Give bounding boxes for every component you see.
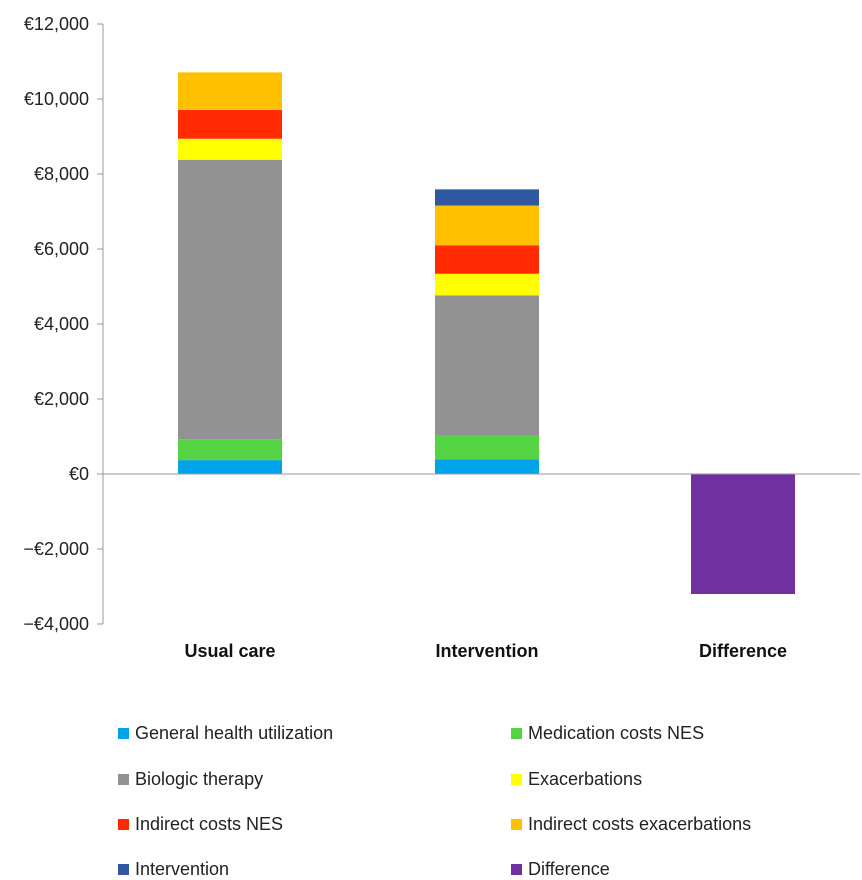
- y-tick-label: €4,000: [34, 314, 89, 334]
- y-tick-label: €6,000: [34, 239, 89, 259]
- bar-segment-general-health-utilization-intervention: [435, 459, 539, 474]
- y-tick-label: €10,000: [24, 89, 89, 109]
- y-tick-label: −€4,000: [23, 614, 89, 634]
- bar-segment-difference-difference: [691, 474, 795, 594]
- y-tick-label: €12,000: [24, 14, 89, 34]
- y-tick-label: €8,000: [34, 164, 89, 184]
- bar-segment-biologic-therapy-usual-care: [178, 159, 282, 440]
- y-tick-label: €2,000: [34, 389, 89, 409]
- y-axis-ticks: €12,000 €10,000 €8,000 €6,000 €4,000 €2,000 €0…: [23, 14, 103, 634]
- bar-segment-general-health-utilization-usual-care: [178, 460, 282, 474]
- x-category-label: Usual care: [184, 641, 275, 661]
- bars: [178, 72, 795, 594]
- bar-segment-medication-costs-nes-intervention: [435, 435, 539, 460]
- bar-segment-biologic-therapy-intervention: [435, 295, 539, 435]
- bar-segment-exacerbations-intervention: [435, 273, 539, 296]
- bar-segment-indirect-costs-nes-intervention: [435, 245, 539, 274]
- bar-segment-intervention-intervention: [435, 189, 539, 206]
- bar-segment-indirect-costs-exacerbations-intervention: [435, 205, 539, 246]
- bar-segment-exacerbations-usual-care: [178, 138, 282, 160]
- bar-segment-indirect-costs-nes-usual-care: [178, 109, 282, 139]
- bar-segment-medication-costs-nes-usual-care: [178, 439, 282, 461]
- x-axis-labels: Usual care Intervention Difference: [184, 641, 787, 661]
- bar-segment-indirect-costs-exacerbations-usual-care: [178, 72, 282, 110]
- x-category-label: Intervention: [435, 641, 538, 661]
- y-tick-label: €0: [69, 464, 89, 484]
- x-category-label: Difference: [699, 641, 787, 661]
- y-tick-label: −€2,000: [23, 539, 89, 559]
